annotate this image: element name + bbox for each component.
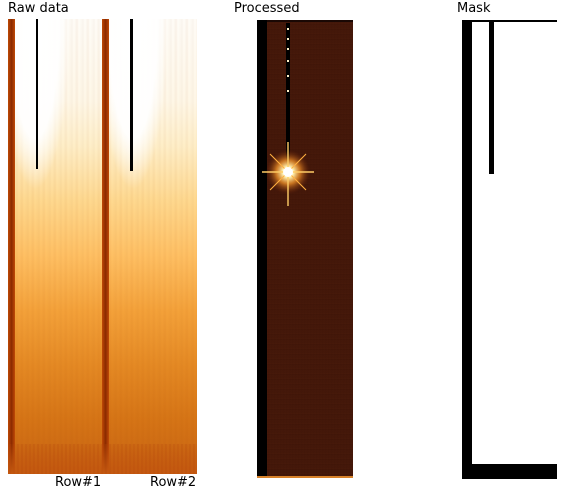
processed-dot (287, 28, 289, 30)
mask-title: Mask (457, 1, 491, 16)
raw-dark-band-left (8, 19, 15, 474)
processed-dot (287, 38, 289, 40)
row-label-2: Row#2 (150, 475, 197, 490)
raw-data-title: Raw data (8, 1, 69, 16)
mask-bottom-bar (462, 464, 557, 479)
raw-occulter-line-2 (130, 19, 133, 171)
mask-image (462, 20, 557, 479)
raw-occulter-line-1 (36, 19, 38, 169)
raw-bright-region-2 (98, 19, 168, 194)
processed-image (257, 20, 353, 478)
processed-title: Processed (234, 1, 300, 16)
processed-top-edge (267, 20, 353, 22)
mask-occulter-stick (489, 22, 494, 174)
processed-noise (257, 20, 353, 478)
processed-dot (287, 60, 289, 62)
raw-bottom-noise (8, 444, 197, 474)
processed-left-bar (257, 20, 267, 478)
raw-dark-band-middle (102, 19, 109, 474)
processed-occulter-streak (286, 23, 290, 173)
processed-bottom-edge (257, 476, 353, 478)
raw-bright-region-1 (8, 19, 70, 194)
row-label-1: Row#1 (55, 475, 102, 490)
raw-data-image (8, 19, 197, 474)
processed-bright-star (262, 142, 314, 206)
star-core (283, 167, 293, 177)
processed-dot (287, 75, 289, 77)
processed-dot (287, 48, 289, 50)
processed-dot (287, 90, 289, 92)
mask-left-bar (462, 20, 472, 479)
